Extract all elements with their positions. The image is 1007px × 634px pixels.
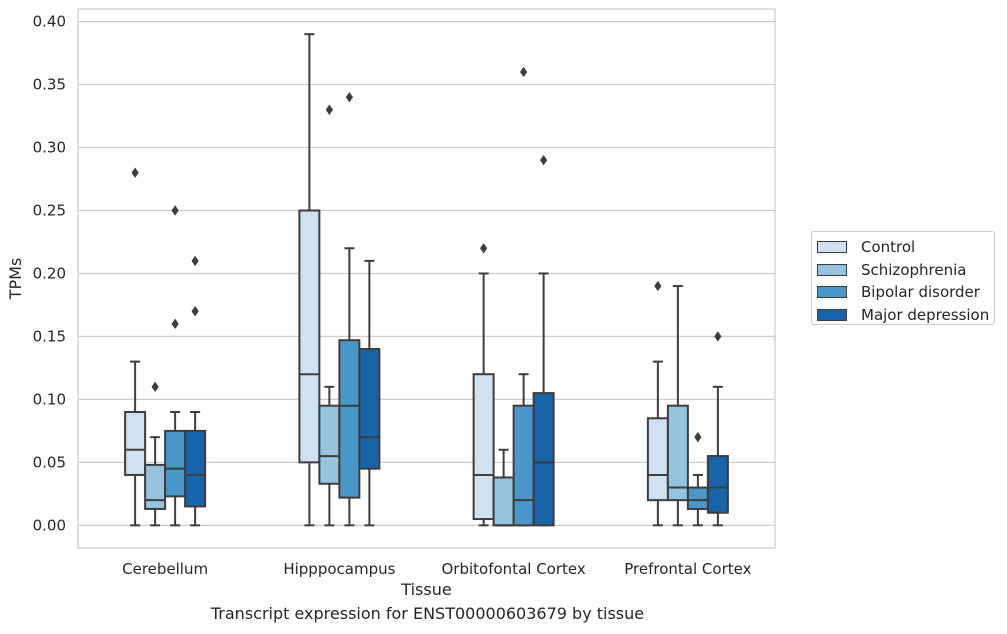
y-tick-label: 0.35 — [33, 76, 66, 94]
legend-label-bipolar-disorder: Bipolar disorder — [861, 283, 980, 302]
box-hipppocampus-control — [298, 33, 321, 527]
outlier-marker — [151, 381, 159, 393]
x-tick-label: Prefrontal Cortex — [624, 560, 751, 578]
y-tick-label: 0.10 — [33, 390, 66, 408]
outlier-marker — [171, 318, 179, 330]
outlier-marker — [540, 154, 548, 166]
y-tick-label: 0.30 — [33, 139, 66, 157]
box-body — [358, 348, 381, 470]
outlier-marker — [191, 255, 199, 267]
box-orbitofontal-cortex-control — [472, 243, 495, 527]
outlier-marker — [654, 280, 662, 292]
outlier-marker — [171, 205, 179, 216]
box-body — [124, 410, 147, 476]
box-body — [184, 429, 207, 508]
box-body — [144, 463, 167, 510]
x-axis-ticks: Cerebellum Hipppocampus Orbitofontal Corte… — [122, 560, 751, 578]
box-body — [338, 339, 361, 499]
box-prefrontal-cortex-major-depression — [706, 331, 729, 527]
legend-item-bipolar-disorder: Bipolar disorder — [817, 281, 994, 304]
legend-swatch-control — [817, 241, 847, 254]
box-cerebellum-bipolar-disorder — [164, 205, 187, 527]
legend-item-major-depression: Major depression — [817, 304, 994, 327]
legend-item-control: Control — [817, 236, 994, 259]
box-body — [646, 417, 669, 502]
legend-label-major-depression: Major depression — [861, 305, 990, 324]
box-cerebellum-schizophrenia — [144, 381, 167, 527]
box-orbitofontal-cortex-schizophrenia — [492, 448, 515, 527]
box-body — [472, 373, 495, 521]
legend-item-schizophrenia: Schizophrenia — [817, 259, 994, 282]
box-body — [686, 486, 709, 510]
legend-label-control: Control — [861, 238, 916, 257]
box-body — [492, 476, 515, 527]
box-orbitofontal-cortex-bipolar-disorder — [512, 66, 535, 527]
box-prefrontal-cortex-bipolar-disorder — [686, 431, 709, 527]
box-body — [666, 404, 689, 502]
x-tick-label: Cerebellum — [122, 560, 208, 578]
legend-swatch-schizophrenia — [817, 263, 847, 276]
chart-caption: Transcript expression for ENST0000060367… — [210, 604, 645, 623]
outlier-marker — [345, 91, 353, 103]
box-body — [164, 429, 187, 498]
box-prefrontal-cortex-schizophrenia — [666, 285, 689, 527]
legend: Control Schizophrenia Bipolar disorder M… — [811, 231, 995, 325]
y-tick-label: 0.05 — [33, 453, 66, 471]
box-body — [512, 404, 535, 527]
outlier-marker — [714, 331, 722, 342]
y-tick-label: 0.20 — [33, 264, 66, 282]
y-tick-label: 0.15 — [33, 327, 66, 345]
box-hipppocampus-major-depression — [358, 259, 381, 527]
outlier-marker — [480, 243, 488, 254]
y-tick-label: 0.00 — [33, 516, 66, 534]
outlier-marker — [694, 431, 702, 443]
legend-swatch-major-depression — [817, 308, 847, 321]
x-tick-label: Hipppocampus — [283, 560, 395, 578]
box-body — [298, 209, 321, 464]
box-body — [318, 404, 341, 485]
outlier-marker — [191, 306, 199, 317]
y-axis-title: TPMs — [6, 258, 25, 301]
outlier-marker — [520, 66, 528, 78]
x-axis-title: Tissue — [400, 580, 451, 599]
outlier-marker — [131, 167, 139, 178]
y-tick-label: 0.25 — [33, 201, 66, 219]
box-prefrontal-cortex-control — [646, 280, 669, 527]
x-tick-label: Orbitofontal Cortex — [442, 560, 586, 578]
box-body — [532, 392, 555, 527]
box-hipppocampus-schizophrenia — [318, 104, 341, 527]
box-hipppocampus-bipolar-disorder — [338, 91, 361, 527]
y-axis-ticks: 0.00 0.05 0.10 0.15 0.20 0.25 0.30 0.35 0.40 — [33, 13, 66, 535]
legend-label-schizophrenia: Schizophrenia — [861, 260, 967, 279]
box-body — [706, 455, 729, 514]
box-plot-area — [124, 33, 729, 527]
box-cerebellum-major-depression — [184, 255, 207, 527]
legend-swatch-bipolar-disorder — [817, 286, 847, 299]
outlier-marker — [325, 104, 333, 115]
y-tick-label: 0.40 — [33, 13, 66, 31]
box-cerebellum-control — [124, 167, 147, 527]
plot-area-frame — [77, 8, 776, 549]
box-orbitofontal-cortex-major-depression — [532, 154, 555, 527]
